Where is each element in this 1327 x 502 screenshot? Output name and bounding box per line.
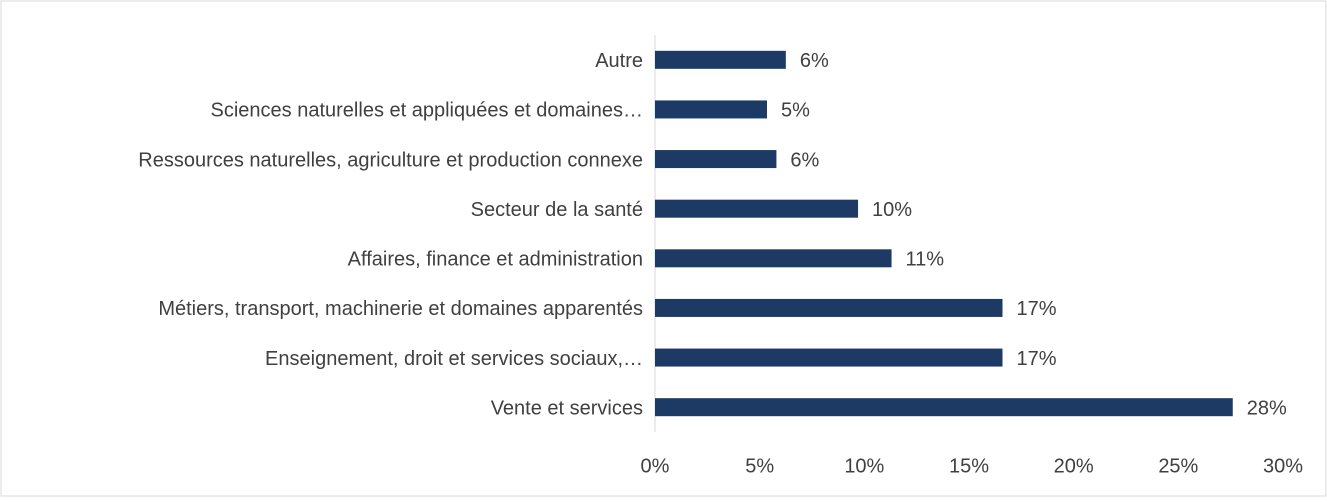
- x-tick-label: 5%: [745, 455, 774, 477]
- bar: [655, 100, 767, 119]
- y-tick-label: Métiers, transport, machinerie et domain…: [158, 298, 643, 320]
- bar: [655, 348, 1003, 367]
- y-tick-label: Ressources naturelles, agriculture et pr…: [138, 149, 643, 171]
- x-tick-label: 15%: [949, 455, 989, 477]
- y-tick-label: Vente et services: [491, 397, 643, 419]
- value-label: 10%: [872, 199, 912, 221]
- bar: [655, 249, 892, 268]
- x-tick-label: 10%: [844, 455, 884, 477]
- y-tick-label: Sciences naturelles et appliquées et dom…: [211, 100, 643, 122]
- x-tick-label: 30%: [1263, 455, 1303, 477]
- y-tick-label: Enseignement, droit et services sociaux,…: [265, 348, 643, 370]
- value-label: 11%: [906, 249, 945, 271]
- bar: [655, 398, 1233, 417]
- x-tick-label: 25%: [1158, 455, 1198, 477]
- value-label: 6%: [800, 50, 829, 72]
- bar: [655, 298, 1003, 317]
- value-label: 6%: [790, 149, 819, 171]
- value-label: 5%: [781, 100, 810, 122]
- y-tick-label: Secteur de la santé: [471, 199, 643, 221]
- bar: [655, 199, 859, 218]
- y-tick-label: Affaires, finance et administration: [348, 249, 643, 271]
- bar: [655, 150, 777, 169]
- y-tick-label: Autre: [595, 50, 643, 72]
- x-tick-label: 0%: [641, 455, 670, 477]
- value-label: 17%: [1016, 348, 1056, 370]
- x-tick-label: 20%: [1054, 455, 1094, 477]
- value-label: 17%: [1016, 298, 1056, 320]
- value-label: 28%: [1247, 397, 1287, 419]
- bar: [655, 50, 786, 69]
